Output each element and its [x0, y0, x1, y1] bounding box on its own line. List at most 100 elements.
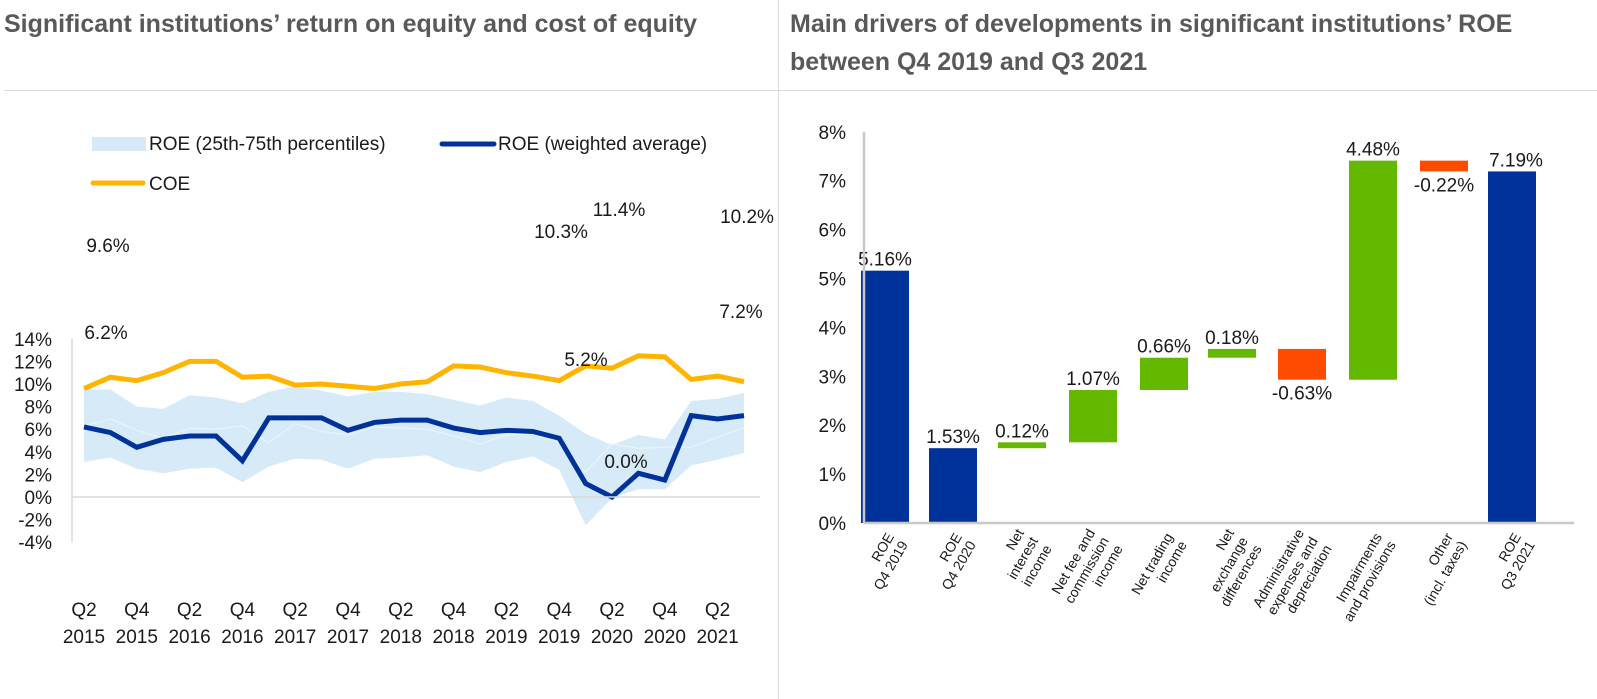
left-x-tick-quarter: Q2 [599, 600, 624, 621]
left-x-tick-year: 2019 [538, 627, 580, 648]
left-y-tick-label: 10% [14, 375, 52, 396]
right-y-tick-label: 4% [819, 318, 847, 339]
waterfall-category-line: expenses and [1263, 534, 1320, 618]
waterfall-category-line: income [1153, 538, 1190, 585]
waterfall-data-label: 5.16% [858, 250, 912, 271]
waterfall-category-line: Net [1212, 526, 1237, 553]
waterfall-category-line: interest [1004, 534, 1041, 582]
waterfall-data-label: -0.22% [1414, 175, 1474, 196]
left-y-tick-label: 2% [25, 465, 53, 486]
waterfall-category-label: Other(incl. taxes) [1420, 530, 1470, 608]
left-chart-title: Significant institutions’ return on equi… [4, 10, 698, 38]
panel-divider [778, 0, 779, 699]
right-y-tick-label: 6% [819, 221, 847, 242]
coe-line [83, 353, 745, 392]
left-y-tick-label: 12% [14, 352, 52, 373]
left-data-label: 5.2% [564, 350, 607, 371]
right-chart-title: Main drivers of developments in signific… [790, 10, 1513, 76]
waterfall-category-line: income [1018, 542, 1055, 589]
left-x-tick-year: 2019 [485, 627, 527, 648]
waterfall-category-line: Q3 2021 [1497, 538, 1538, 593]
left-x-tick-year: 2015 [63, 627, 105, 648]
waterfall-category-line: ROE [1495, 530, 1524, 564]
waterfall-total-bar [929, 448, 977, 523]
left-y-tick-label: -4% [18, 533, 52, 554]
left-x-tick-year: 2015 [116, 627, 158, 648]
waterfall-total-bar [1488, 171, 1536, 523]
waterfall-category-line: Net fee and [1048, 526, 1098, 597]
left-x-tick-quarter: Q2 [177, 600, 202, 621]
roe-percentile-band [84, 386, 744, 526]
waterfall-data-label: 7.19% [1489, 150, 1543, 171]
legend-label-coe: COE [149, 174, 190, 195]
waterfall-data-label: 0.66% [1137, 337, 1191, 358]
waterfall-data-label: 1.07% [1066, 369, 1120, 390]
waterfall-increase-bar [1208, 348, 1256, 358]
roe-weighted-line [83, 412, 745, 501]
right-y-tick-label: 5% [819, 270, 847, 291]
left-x-tick-quarter: Q2 [388, 600, 413, 621]
left-data-label: 0.0% [604, 452, 647, 473]
waterfall-category-line: Net trading [1128, 530, 1176, 597]
waterfall-category-line: (incl. taxes) [1420, 538, 1470, 608]
left-x-tick-quarter: Q4 [335, 600, 361, 621]
right-y-tick-label: 2% [819, 416, 847, 437]
waterfall-category-line: Impairments [1333, 530, 1385, 605]
left-data-label: 11.4% [593, 200, 646, 221]
left-x-tick-year: 2020 [644, 627, 686, 648]
waterfall-category-line: ROE [936, 530, 965, 564]
left-y-tick-label: 0% [25, 488, 53, 509]
left-x-tick-quarter: Q4 [547, 600, 573, 621]
left-data-label: 6.2% [84, 323, 127, 344]
left-x-tick-quarter: Q4 [652, 600, 678, 621]
waterfall-category-line: ROE [868, 530, 897, 564]
left-x-tick-year: 2016 [221, 627, 263, 648]
waterfall-increase-bar [998, 442, 1046, 449]
waterfall-category-line: commission [1061, 534, 1112, 606]
waterfall-category-line: Other [1425, 530, 1457, 569]
title-divider [4, 90, 1597, 91]
left-x-tick-year: 2018 [380, 627, 422, 648]
left-y-tick-label: 6% [25, 420, 53, 441]
roe-coe-line-chart: 9.6% 10.3%11.4% 10.2% 6.2% 5.2% 0.0% 7.2% -4%-… [14, 134, 774, 648]
waterfall-decrease-bar [1278, 348, 1326, 380]
left-y-tick-label: -2% [18, 511, 52, 532]
left-y-tick-label: 8% [25, 398, 53, 419]
waterfall-category-line: differences [1217, 542, 1265, 609]
left-x-tick-year: 2021 [696, 627, 738, 648]
waterfall-decrease-bar [1420, 160, 1468, 172]
left-x-tick-year: 2017 [327, 627, 369, 648]
left-x-tick-quarter: Q4 [230, 600, 256, 621]
left-x-tick-year: 2018 [432, 627, 474, 648]
left-x-tick-year: 2020 [591, 627, 633, 648]
left-data-label: 10.3% [534, 222, 588, 243]
roe-median-line [83, 418, 745, 474]
waterfall-category-line: exchange [1207, 534, 1251, 595]
waterfall-increase-bar [1140, 357, 1188, 390]
left-x-tick-quarter: Q2 [283, 600, 308, 621]
right-y-tick-label: 8% [819, 123, 847, 144]
right-y-tick-label: 1% [819, 465, 847, 486]
left-data-label: 9.6% [86, 236, 129, 257]
waterfall-data-label: 1.53% [926, 427, 980, 448]
waterfall-category-line: depreciation [1283, 542, 1335, 616]
waterfall-data-label: -0.63% [1272, 384, 1332, 405]
waterfall-data-label: 4.48% [1346, 140, 1400, 161]
legend-swatch-roe-band [92, 137, 146, 151]
left-x-tick-quarter: Q2 [494, 600, 519, 621]
left-x-tick-year: 2017 [274, 627, 316, 648]
legend-label-roe-band: ROE (25th-75th percentiles) [149, 134, 386, 155]
waterfall-category-line: Net [1002, 526, 1027, 553]
waterfall-category-line: Q4 2020 [938, 538, 979, 593]
left-data-label: 7.2% [719, 302, 762, 323]
right-y-tick-label: 0% [819, 514, 847, 535]
waterfall-category-line: and provisions [1340, 538, 1399, 624]
left-y-tick-label: 4% [25, 443, 53, 464]
waterfall-category-line: Administrative [1249, 526, 1307, 610]
